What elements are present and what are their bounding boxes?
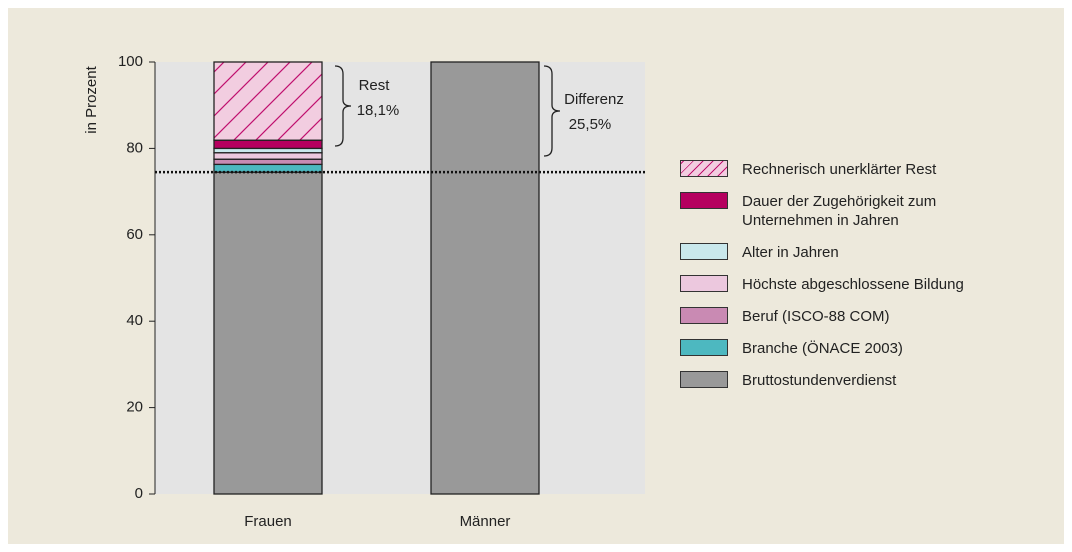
legend: Rechnerisch unerklärter Rest Dauer der Zu… [680,160,1000,403]
annotation: 18,1% [357,102,400,119]
legend-item: Alter in Jahren [680,243,1000,262]
y-tick-label: 40 [126,312,143,329]
legend-item: Branche (ÖNACE 2003) [680,339,1000,358]
legend-swatch [680,192,728,209]
legend-item: Dauer der Zugehörigkeit zum Unternehmen … [680,192,1000,230]
annotation: Differenz [564,91,624,108]
legend-swatch [680,339,728,356]
x-tick-label: Frauen [244,513,292,530]
legend-item: Höchste abgeschlossene Bildung [680,275,1000,294]
y-tick-label: 80 [126,139,143,156]
legend-swatch [680,160,728,177]
legend-label: Rechnerisch unerklärter Rest [742,161,937,178]
bar-segment [213,152,323,160]
legend-item: Beruf (ISCO-88 COM) [680,307,1000,326]
y-tick-label: 20 [126,399,143,416]
legend-item: Rechnerisch unerklärter Rest [680,160,1000,179]
bar-segment [430,61,540,495]
y-tick-label: 60 [126,226,143,243]
y-tick-label: 100 [118,53,143,70]
legend-label: Alter in Jahren [742,244,839,261]
bar-segment [213,171,323,495]
legend-swatch [680,275,728,292]
legend-label: Höchste abgeschlossene Bildung [742,276,964,293]
legend-label: Dauer der Zugehörigkeit zum Unternehmen … [742,193,937,229]
legend-swatch [680,307,728,324]
bar-segment [213,139,323,150]
brace [543,65,561,157]
legend-label: Branche (ÖNACE 2003) [742,340,903,357]
legend-swatch [680,371,728,388]
legend-item: Bruttostundenverdienst [680,371,1000,390]
bar-segment [213,158,323,166]
legend-swatch [680,243,728,260]
legend-label: Beruf (ISCO-88 COM) [742,308,890,325]
annotation: 25,5% [569,116,612,133]
y-axis-title: in Prozent [83,65,100,133]
legend-label: Bruttostundenverdienst [742,372,897,389]
bar-segment [213,61,323,141]
y-tick-label: 0 [135,485,143,502]
annotation: Rest [359,77,391,94]
brace [334,65,352,147]
x-tick-label: Männer [460,513,511,530]
